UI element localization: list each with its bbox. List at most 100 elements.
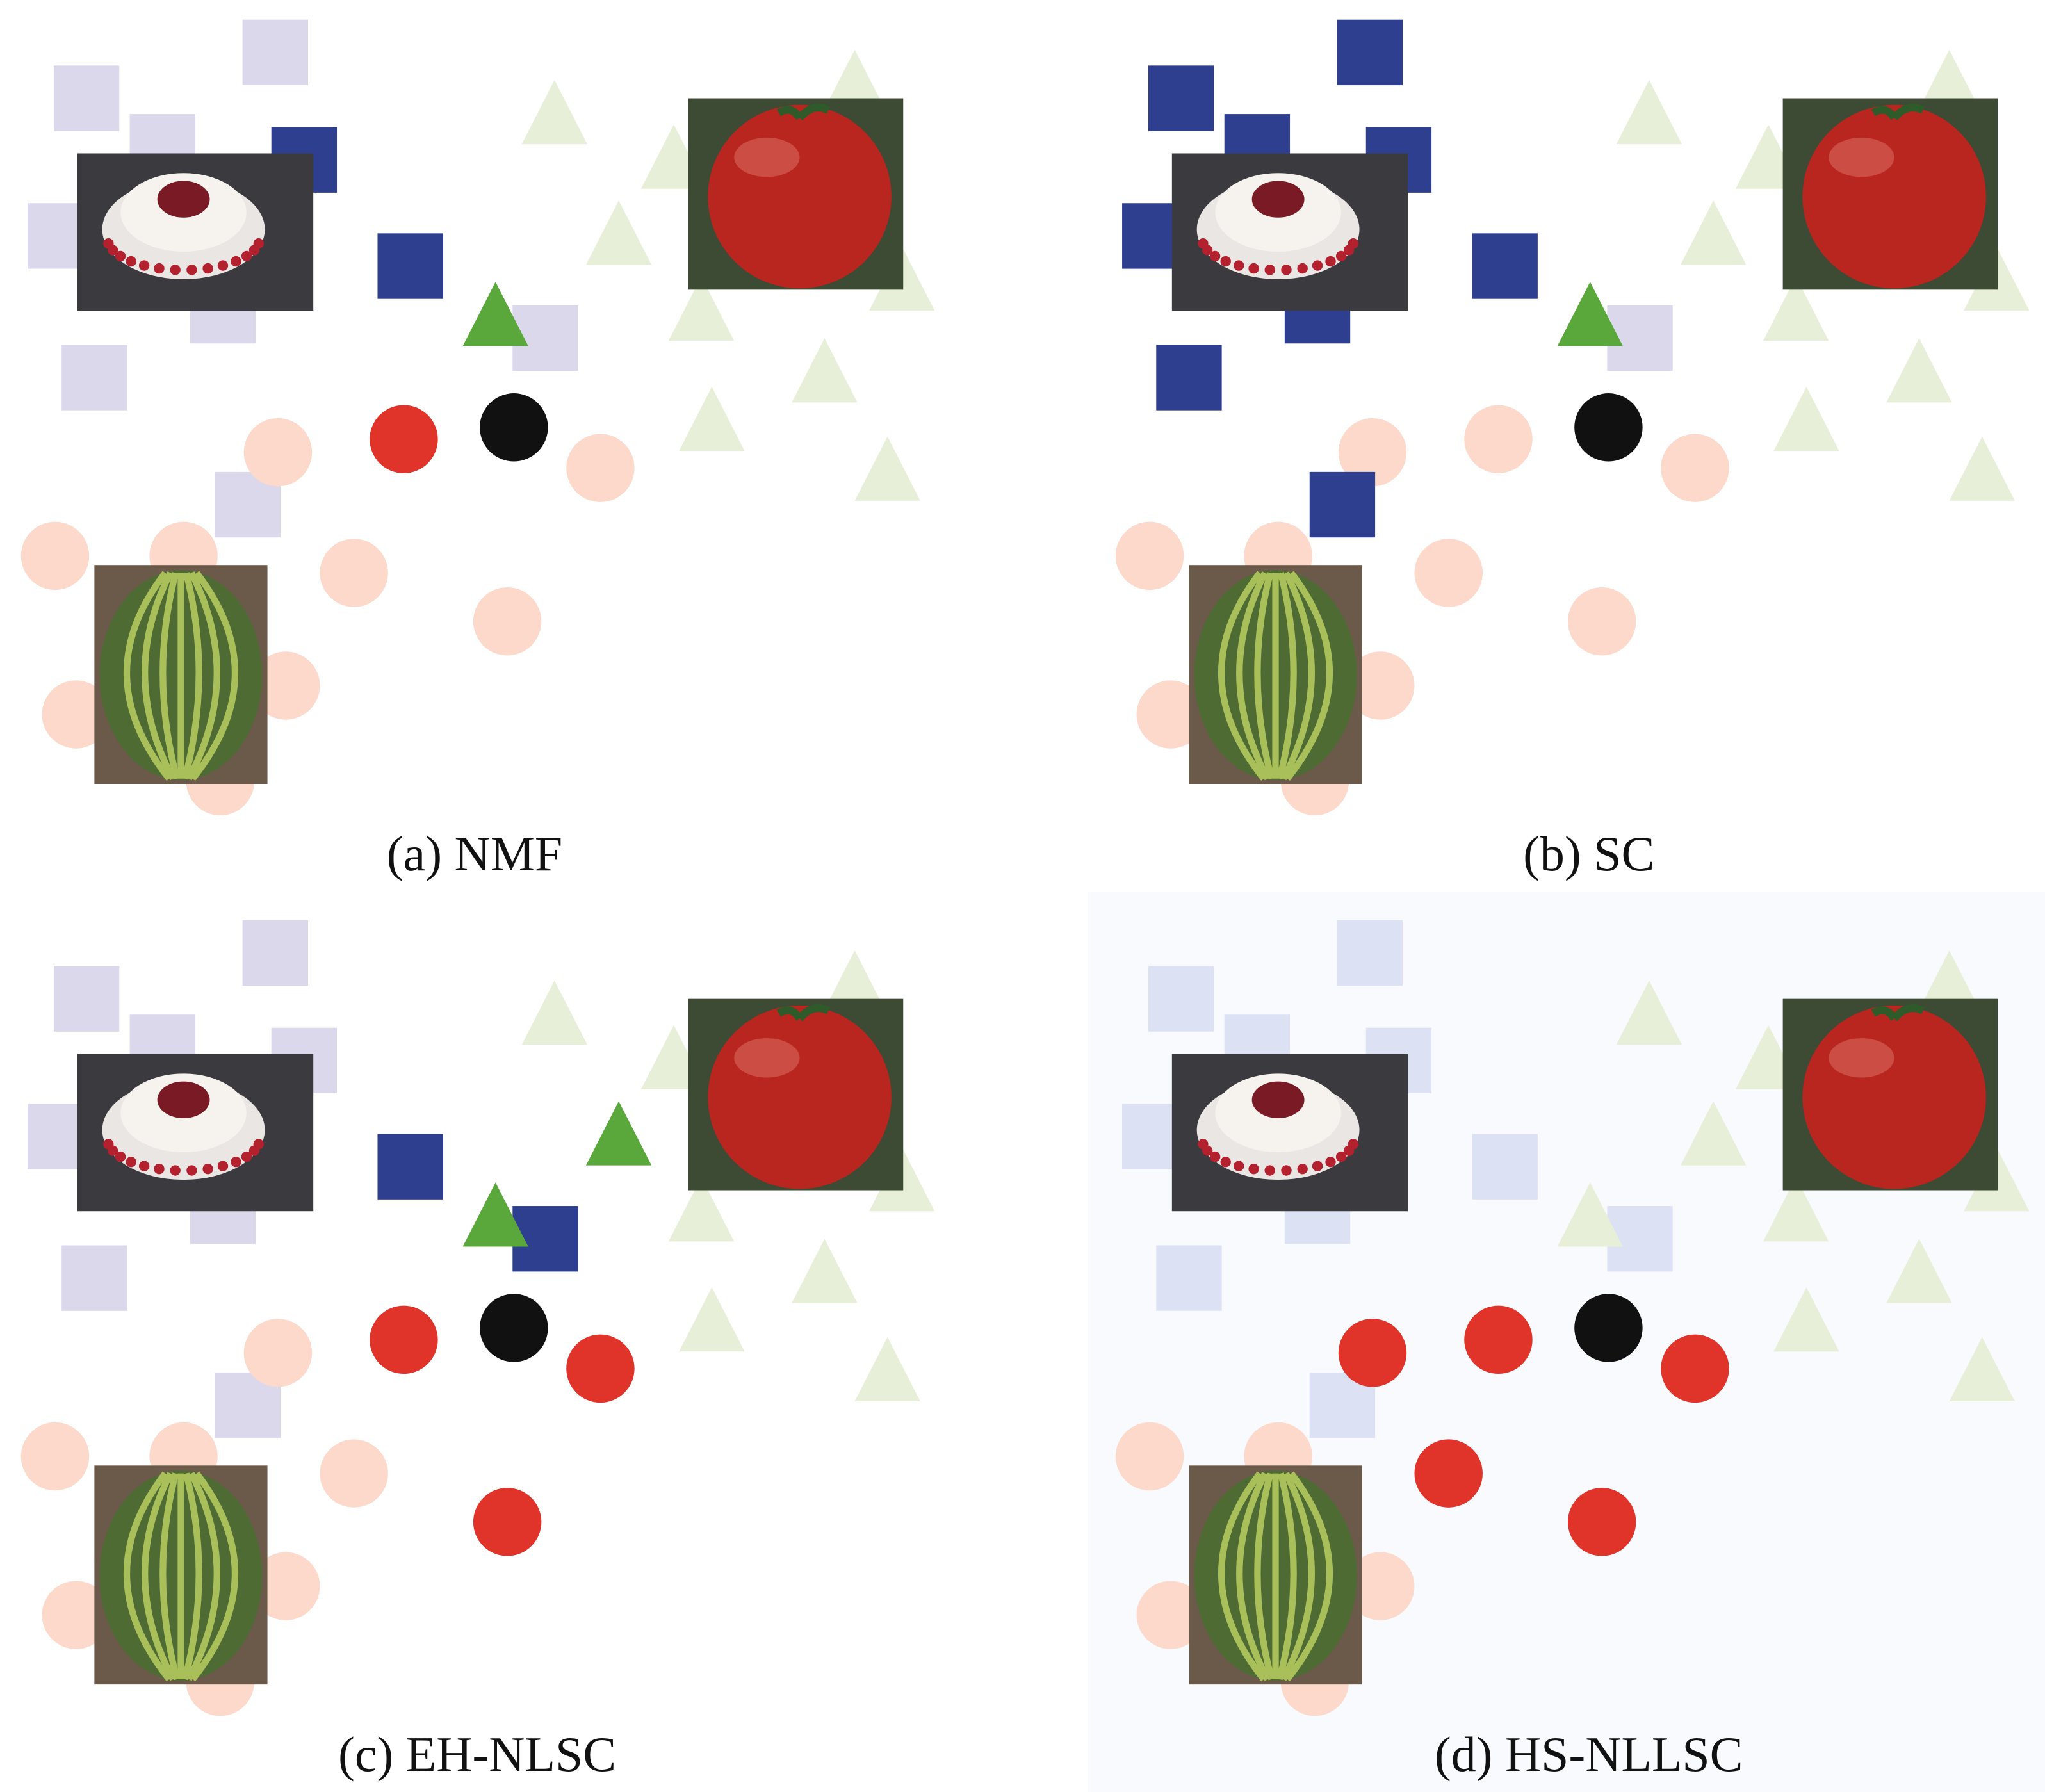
circle [566,434,635,502]
circle [1346,651,1415,720]
highlight [1829,1038,1894,1078]
square [1472,233,1538,299]
stripe [1218,1471,1267,1682]
circle [1414,1439,1483,1508]
triangle [585,200,652,265]
circle [1567,1488,1636,1556]
square [61,345,127,411]
triangle [668,276,735,341]
square [1156,345,1222,411]
stripe [159,572,181,780]
tomato [708,104,892,289]
raspberry [154,1164,165,1175]
stem [1871,103,1925,121]
triangle [822,950,888,1015]
raspberry [1281,1165,1292,1176]
stem [776,103,831,121]
raspberry [138,1161,150,1171]
raspberry [1325,256,1336,267]
circle [370,1305,438,1374]
square [1148,966,1214,1032]
raspberry [1209,1151,1221,1162]
raspberry [202,1164,213,1175]
circle [251,651,320,720]
raspberry [126,1157,136,1168]
raspberry [241,1151,252,1162]
raspberry [1281,265,1292,275]
circle [1661,1334,1729,1403]
cake-photo [1171,1054,1408,1212]
raspberry [1297,1164,1308,1175]
raspberry [115,1151,126,1162]
highlight [1829,137,1894,177]
circle [20,1422,90,1491]
triangle [1886,1239,1952,1303]
circle [1136,680,1205,749]
stripe [1254,1472,1275,1681]
square [1337,920,1403,986]
tomato [708,1005,892,1189]
square [377,233,443,299]
raspberry [1248,263,1259,274]
triangle [462,282,528,346]
triangle [822,49,888,115]
raspberry [1209,250,1221,262]
stripe [190,571,239,781]
circle [1661,434,1729,502]
raspberry [154,263,165,274]
panel [1115,920,2030,1716]
stripe [123,571,172,781]
raspberry [1312,1161,1323,1171]
raspberry [1202,1145,1213,1156]
cake-photo [77,1054,314,1212]
stripe [1236,1472,1271,1681]
raspberry [202,263,213,274]
triangle [1916,950,1982,1015]
caption: (c) EH-NLSC [338,1727,616,1782]
circle [473,587,542,656]
circle [1464,1305,1533,1374]
highlight [734,137,800,177]
stripe [142,1472,176,1681]
stripe [142,571,176,781]
circle [243,418,313,487]
tomato [1802,104,1986,289]
stripe [1280,571,1315,781]
triangle [1616,79,1682,145]
raspberry [1220,256,1231,267]
raspberry [126,256,136,267]
raspberry [107,245,118,256]
stripe [1254,572,1275,780]
raspberry [138,260,150,271]
circle [42,1581,110,1649]
square [377,1134,443,1200]
raspberry [1312,260,1323,271]
raspberry [115,250,126,262]
tomato [1802,1005,1986,1189]
triangle [1557,1182,1623,1247]
stripe [190,1471,239,1682]
circle [1115,521,1184,591]
circle [1567,587,1636,656]
square [1309,471,1376,538]
triangle [792,1239,858,1303]
stem [776,1004,831,1022]
square [1337,19,1403,86]
circle [480,393,548,462]
triangle [1773,1287,1839,1352]
triangle [1680,200,1747,265]
tomato-photo [1782,98,1998,290]
square [242,920,308,986]
raspberry [1348,238,1359,249]
raspberry [1297,263,1308,274]
triangle [1949,436,2015,501]
tomato-photo [1782,998,1998,1191]
raspberry [1234,260,1244,271]
raspberry [1202,245,1213,256]
watermelon-photo [94,1465,268,1685]
circle [251,1552,320,1620]
tomato-photo [688,998,904,1191]
raspberry [253,238,264,249]
stripe [186,1472,220,1681]
